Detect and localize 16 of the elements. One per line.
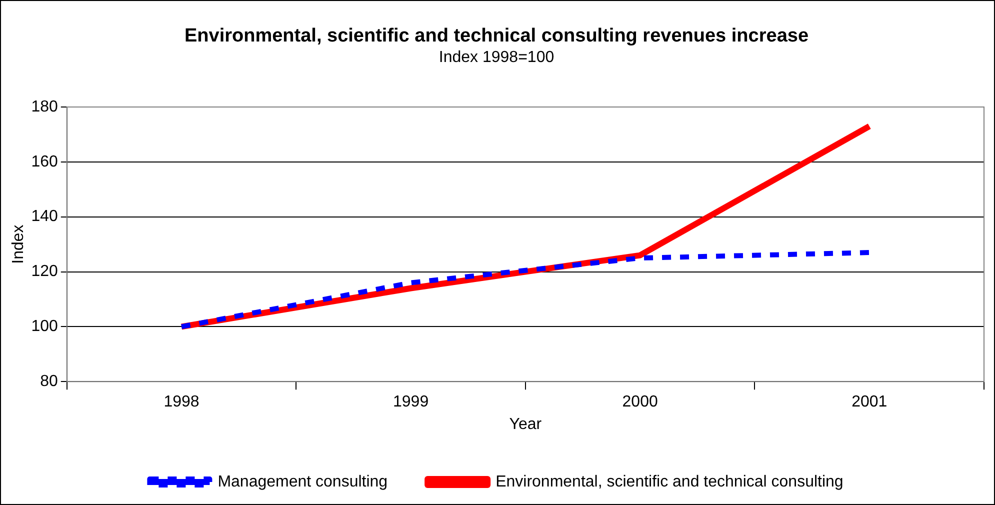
x-tick-label: 2000 [622,394,658,411]
x-tick-label: 1998 [164,394,200,411]
y-tick-label: 160 [31,153,58,170]
chart-title: Environmental, scientific and technical consulting revenues increase [184,26,809,47]
x-tick-label: 2001 [852,394,888,411]
y-tick-label: 80 [40,373,58,390]
y-tick-label: 120 [31,263,58,280]
x-tick-label: 1999 [393,394,429,411]
legend-label: Management consulting [218,473,388,490]
y-tick-label: 100 [31,318,58,336]
y-tick-label: 180 [31,98,58,116]
legend-label: Environmental, scientific and technical consulting [496,473,844,490]
y-axis-title: Index [10,224,28,264]
y-tick-label: 140 [31,208,58,226]
chart-subtitle: Index 1998=100 [438,48,554,66]
x-axis-title: Year [509,416,542,433]
